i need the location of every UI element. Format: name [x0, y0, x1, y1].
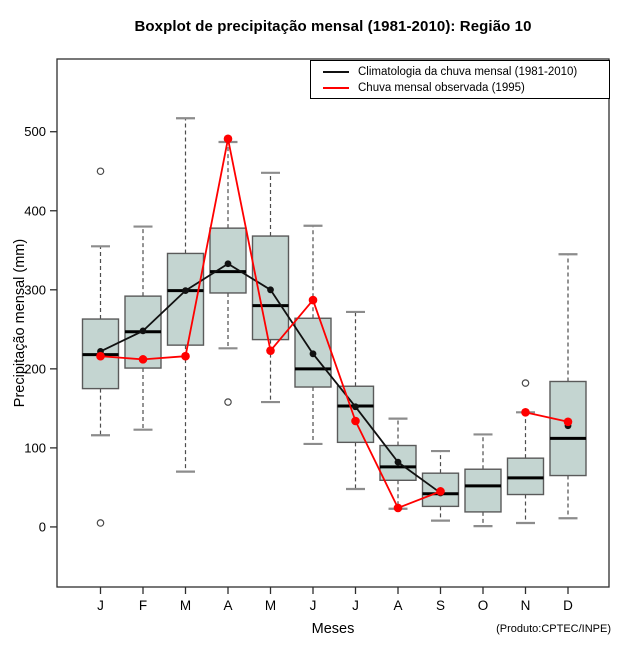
legend-entry-observada: Chuva mensal observada (1995) [311, 81, 609, 94]
series-point-observada [436, 487, 445, 496]
series-line-observada [100, 138, 569, 509]
x-tick-label: J [310, 598, 317, 613]
outlier-point [96, 519, 105, 527]
series-point-observada [138, 355, 148, 364]
outlier-point [224, 398, 232, 406]
series-point-observada [393, 503, 403, 513]
boxplot-box [166, 252, 205, 346]
x-axis-title: Meses [311, 621, 355, 637]
y-tick-label: 500 [24, 124, 46, 139]
y-axis-title: Precipitação mensal (mm) [12, 238, 28, 408]
y-tick-label: 300 [24, 282, 46, 297]
series-point-climatologia [267, 286, 274, 294]
series-point-climatologia [224, 260, 232, 268]
series-point-observada [266, 346, 275, 355]
boxplot-box [336, 385, 375, 444]
series-point-observada [351, 416, 360, 426]
x-tick-label: S [436, 598, 445, 613]
outlier-point [96, 167, 105, 176]
legend-line-climatologia [323, 70, 349, 73]
series-point-climatologia [394, 458, 402, 466]
legend: Climatologia da chuva mensal (1981-2010)… [310, 60, 610, 99]
y-tick-label: 100 [24, 440, 46, 455]
legend-label-observada: Chuva mensal observada (1995) [358, 81, 525, 94]
series-point-observada [223, 134, 233, 144]
x-tick-label: J [352, 598, 359, 613]
y-tick-label: 200 [24, 361, 46, 376]
legend-entry-climatologia: Climatologia da chuva mensal (1981-2010) [311, 65, 609, 78]
series-point-climatologia [139, 327, 147, 335]
x-tick-label: M [180, 598, 191, 613]
chart-title: Boxplot de precipitação mensal (1981-201… [134, 18, 532, 35]
boxplot-box [506, 457, 545, 496]
x-tick-label: J [97, 598, 104, 613]
x-tick-label: M [265, 598, 276, 613]
footnote: (Produto:CPTEC/INPE) [496, 623, 611, 635]
series-point-climatologia [352, 403, 359, 411]
series-line-climatologia [100, 262, 442, 494]
x-tick-label: D [563, 598, 573, 613]
plot-border [56, 58, 610, 588]
y-tick-label: 0 [39, 519, 46, 534]
series-point-observada [96, 351, 105, 361]
series-point-observada [521, 408, 530, 417]
x-tick-label: A [223, 598, 232, 613]
y-tick-label: 400 [24, 203, 46, 218]
series-point-climatologia [309, 350, 317, 358]
outlier-point [521, 379, 530, 387]
boxplot-box [464, 468, 502, 513]
x-tick-label: N [521, 598, 531, 613]
series-point-climatologia [182, 287, 189, 294]
x-tick-label: F [139, 598, 147, 613]
series-point-observada [181, 351, 190, 361]
series-point-observada [308, 295, 318, 305]
series-point-observada [563, 417, 573, 427]
x-tick-label: O [478, 598, 489, 613]
legend-label-climatologia: Climatologia da chuva mensal (1981-2010) [358, 65, 578, 78]
x-tick-label: A [393, 598, 402, 613]
legend-line-observada [323, 86, 349, 89]
